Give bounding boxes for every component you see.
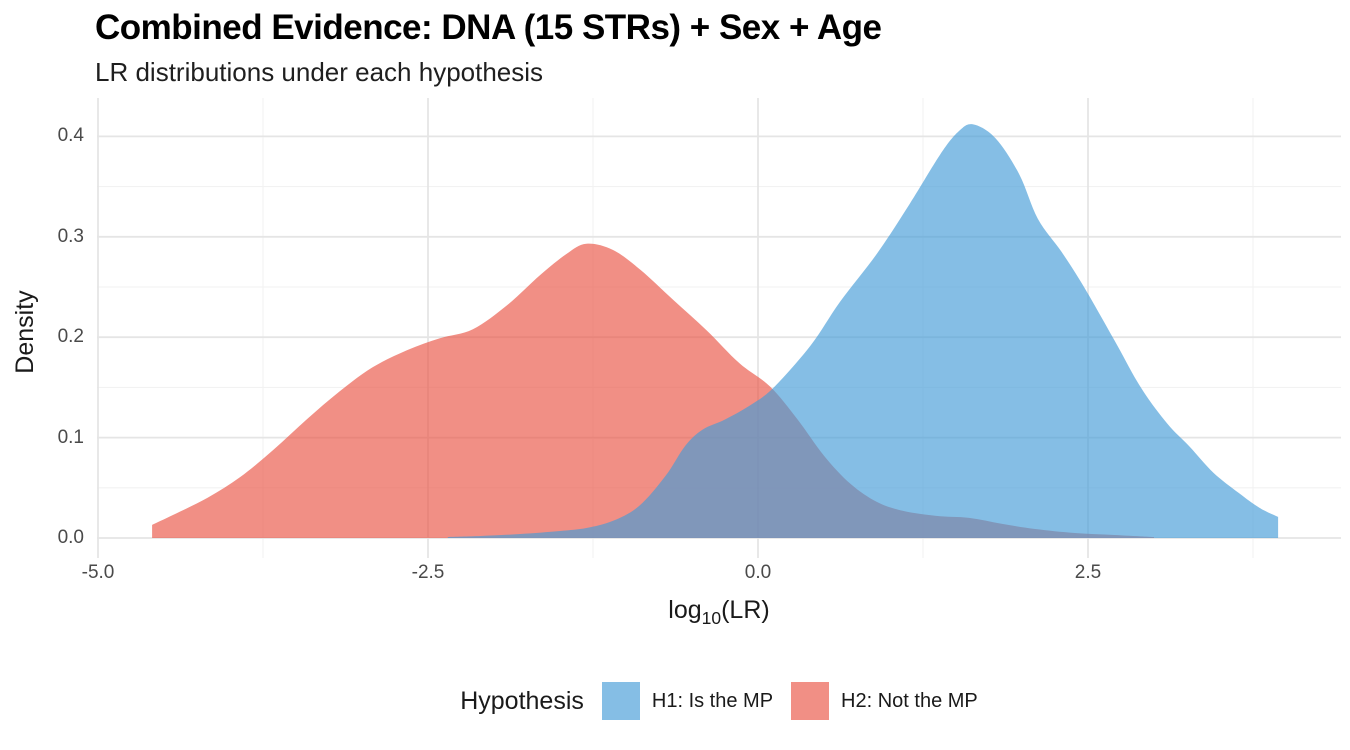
- x-axis-title-subscript: 10: [701, 608, 722, 628]
- legend-item-h2: H2: Not the MP: [791, 682, 978, 720]
- x-axis-title: log10(LR): [97, 596, 1341, 629]
- x-tick-label: -2.5: [411, 562, 445, 583]
- y-axis-title: Density: [11, 290, 39, 374]
- density-area-h2: [152, 243, 1155, 538]
- x-axis-title-suffix: (LR): [721, 596, 770, 624]
- legend-item-h1: H1: Is the MP: [601, 682, 774, 720]
- y-tick-label: 0.0: [57, 527, 84, 548]
- legend: Hypothesis H1: Is the MP H2: Not the MP: [97, 682, 1341, 720]
- legend-title: Hypothesis: [460, 686, 584, 715]
- page-title: Combined Evidence: DNA (15 STRs) + Sex +…: [95, 8, 882, 47]
- legend-swatch-h1: [601, 682, 640, 720]
- x-tick-label: 0.0: [744, 562, 772, 583]
- y-tick-label: 0.2: [57, 326, 84, 348]
- legend-label-h2: H2: Not the MP: [841, 689, 978, 712]
- x-tick-label: -5.0: [81, 562, 115, 583]
- y-tick-label: 0.1: [57, 426, 84, 448]
- x-axis-title-prefix: log: [668, 596, 702, 624]
- page-subtitle: LR distributions under each hypothesis: [95, 57, 544, 87]
- y-tick-label: 0.4: [57, 125, 84, 147]
- density-area-h1: [447, 124, 1279, 538]
- y-tick-label: 0.3: [57, 225, 84, 247]
- legend-swatch-h2: [791, 682, 830, 720]
- x-tick-label: 2.5: [1074, 562, 1102, 583]
- legend-label-h1: H1: Is the MP: [651, 689, 774, 712]
